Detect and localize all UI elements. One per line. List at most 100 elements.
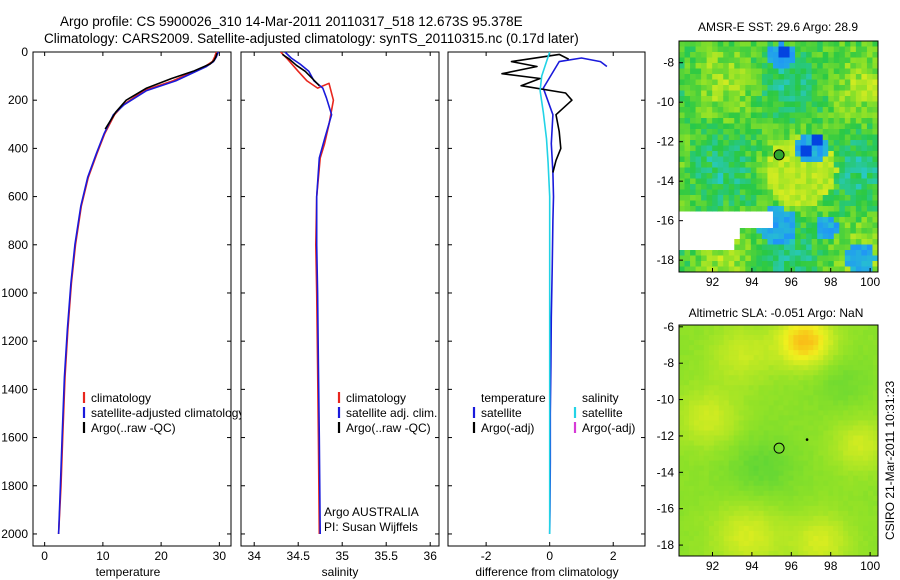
heatmap-cell (803, 480, 809, 487)
heatmap-cell (843, 490, 849, 497)
heatmap-cell (788, 435, 794, 441)
heatmap-cell (828, 330, 834, 336)
heatmap-cell (743, 550, 750, 557)
heatmap-cell (706, 129, 713, 135)
heatmap-cell (823, 355, 829, 361)
heatmap-cell (772, 90, 779, 97)
heatmap-cell (717, 68, 724, 75)
heatmap-cell (768, 370, 774, 376)
heatmap-cell (706, 123, 713, 130)
heatmap-cell (690, 96, 696, 102)
heatmap-cell (738, 475, 745, 482)
heatmap-cell (788, 425, 794, 431)
heatmap-cell (693, 505, 700, 512)
heatmap-cell (723, 440, 730, 446)
heatmap-cell (723, 525, 730, 532)
heatmap-cell (811, 173, 818, 179)
heatmap-cell (745, 156, 752, 163)
heatmap-cell (768, 335, 774, 341)
y-tick-label: -8 (663, 356, 674, 370)
heatmap-cell (866, 96, 873, 102)
heatmap-cell (701, 173, 708, 179)
heatmap-cell (866, 140, 873, 146)
heatmap-cell (863, 510, 869, 517)
heatmap-cell (773, 390, 779, 396)
heatmap-cell (844, 167, 851, 174)
heatmap-cell (695, 206, 702, 212)
heatmap-cell (798, 330, 804, 336)
heatmap-cell (728, 261, 735, 267)
heatmap-cell (701, 195, 708, 201)
heatmap-cell (728, 41, 735, 47)
heatmap-cell (873, 505, 879, 512)
heatmap-cell (828, 233, 835, 240)
heatmap-cell (823, 430, 829, 436)
heatmap-cell (788, 515, 794, 522)
heatmap-cell (701, 250, 708, 256)
heatmap-cell (733, 470, 740, 477)
heatmap-cell (698, 480, 705, 487)
heatmap-cell (750, 173, 757, 179)
heatmap-cell (690, 90, 696, 97)
heatmap-cell (853, 455, 859, 461)
heatmap-cell (789, 123, 796, 130)
heatmap-cell (848, 525, 854, 532)
heatmap-cell (808, 545, 814, 552)
heatmap-cell (833, 325, 839, 331)
heatmap-cell (838, 330, 844, 336)
heatmap-cell (778, 217, 785, 223)
heatmap-cell (873, 535, 879, 542)
heatmap-cell (748, 415, 755, 421)
heatmap-cell (745, 250, 752, 256)
heatmap-cell (811, 266, 818, 273)
heatmap-cell (743, 395, 750, 401)
heatmap-cell (808, 355, 814, 361)
heatmap-cell (833, 490, 839, 497)
heatmap-cell (853, 485, 859, 492)
heatmap-cell (866, 156, 873, 163)
heatmap-cell (806, 140, 813, 146)
heatmap-cell (758, 480, 764, 487)
heatmap-cell (703, 340, 710, 346)
heatmap-cell (800, 118, 807, 124)
heatmap-cell (728, 500, 735, 507)
heatmap-cell (863, 350, 869, 356)
heatmap-cell (712, 228, 719, 234)
heatmap-cell (858, 510, 864, 517)
heatmap-cell (690, 228, 696, 234)
heatmap-cell (848, 405, 854, 411)
heatmap-cell (703, 535, 710, 542)
heatmap-cell (788, 330, 794, 336)
heatmap-cell (683, 355, 690, 361)
heatmap-cell (853, 445, 859, 451)
heatmap-cell (713, 515, 720, 522)
heatmap-cell (772, 107, 779, 113)
heatmap-cell (761, 90, 768, 97)
heatmap-cell (872, 244, 879, 251)
heatmap-cell (703, 545, 710, 552)
heatmap-cell (698, 425, 705, 431)
heatmap-cell (743, 415, 750, 421)
heatmap-cell (708, 455, 715, 461)
heatmap-cell (818, 345, 824, 351)
heatmap-cell (844, 140, 851, 146)
heatmap-cell (733, 330, 740, 336)
heatmap-cell (753, 355, 760, 361)
heatmap-cell (873, 415, 879, 421)
heatmap-cell (745, 255, 752, 262)
heatmap-cell (723, 395, 730, 401)
heatmap-cell (712, 123, 719, 130)
heatmap-cell (728, 90, 735, 97)
heatmap-cell (756, 211, 763, 218)
heatmap-cell (745, 233, 752, 240)
heatmap-cell (750, 184, 757, 190)
heatmap-cell (795, 206, 802, 212)
heatmap-cell (822, 162, 829, 168)
heatmap-cell (768, 360, 774, 366)
heatmap-cell (733, 345, 740, 351)
heatmap-cell (693, 385, 700, 391)
heatmap-cell (733, 530, 740, 537)
heatmap-cell (706, 233, 713, 240)
heatmap-cell (753, 490, 760, 497)
heatmap-cell (803, 350, 809, 356)
